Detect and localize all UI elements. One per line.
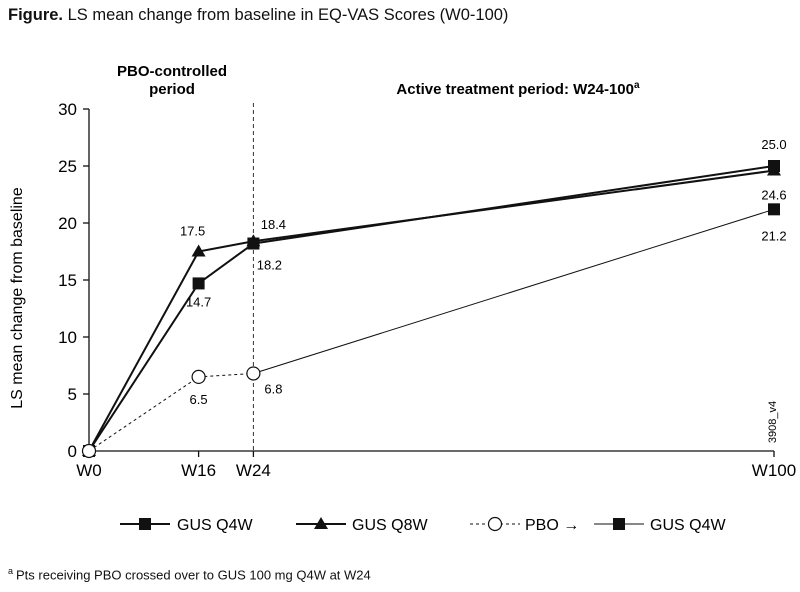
data-point [191, 244, 206, 257]
figure-code: 3908_v4 [767, 401, 779, 443]
series-line [88, 169, 775, 452]
legend-label: GUS Q8W [352, 517, 428, 534]
footnote-marker: a [8, 566, 14, 576]
y-tick-label: 25 [58, 157, 77, 176]
data-label: 18.4 [261, 217, 286, 232]
data-label: 24.6 [761, 188, 786, 203]
data-point [246, 234, 261, 247]
data-label: 18.2 [257, 258, 282, 273]
pbo-period-label-line1: PBO-controlled [117, 63, 227, 80]
figure-title-text: LS mean change from baseline in EQ-VAS S… [67, 6, 509, 24]
legend-marker [487, 516, 503, 532]
data-label: 21.2 [761, 228, 786, 243]
data-label: 6.8 [264, 381, 282, 396]
active-period-label-sup: a [634, 80, 640, 91]
active-period-label-text: Active treatment period: W24-100 [396, 81, 634, 98]
y-tick-label: 15 [58, 271, 77, 290]
chart-axes: 0 5 10 15 20 25 30 W0 W16 W24 W100 [58, 100, 796, 480]
data-label: 25.0 [761, 137, 786, 152]
y-tick-label: 10 [58, 328, 77, 347]
legend: GUS Q4W GUS Q8W PBO → GUS Q4W [120, 516, 726, 534]
data-label: 17.5 [180, 224, 205, 239]
y-axis-label: LS mean change from baseline [9, 187, 26, 409]
series-line [253, 208, 775, 374]
data-point [246, 366, 261, 381]
data-point [767, 163, 781, 176]
data-point [81, 443, 97, 459]
legend-label: GUS Q4W [650, 517, 726, 534]
active-period-label: Active treatment period: W24-100a [396, 80, 640, 98]
pbo-period-label-line2: period [149, 81, 195, 98]
figure-title: Figure. LS mean change from baseline in … [8, 6, 508, 25]
x-tick-label: W0 [76, 461, 102, 480]
x-tick-label: W24 [236, 461, 271, 480]
x-tick-label: W16 [181, 461, 216, 480]
data-label: 14.7 [186, 294, 211, 309]
y-tick-label: 0 [68, 442, 77, 461]
data-point [768, 203, 780, 216]
y-tick-label: 20 [58, 214, 77, 233]
series-layer: 14.7 18.2 25.0 17.5 18.4 24.6 6.5 6.8 21.2 [81, 137, 787, 459]
data-label: 6.5 [190, 392, 208, 407]
series-line [88, 165, 775, 452]
figure-title-prefix: Figure. [8, 6, 64, 24]
y-tick-label: 5 [68, 385, 77, 404]
data-point [191, 369, 206, 384]
period-labels: PBO-controlled period Active treatment p… [117, 63, 640, 98]
footnote-text: Pts receiving PBO crossed over to GUS 10… [16, 567, 371, 583]
legend-marker [314, 517, 328, 529]
y-tick-label: 30 [58, 100, 77, 119]
legend-label: GUS Q4W [177, 517, 253, 534]
legend-marker [613, 518, 625, 530]
figure-footnote: a Pts receiving PBO crossed over to GUS 1… [8, 566, 371, 582]
legend-marker [139, 518, 151, 530]
legend-label: PBO → [525, 517, 579, 534]
x-tick-label: W100 [752, 461, 796, 480]
data-point [192, 277, 205, 290]
